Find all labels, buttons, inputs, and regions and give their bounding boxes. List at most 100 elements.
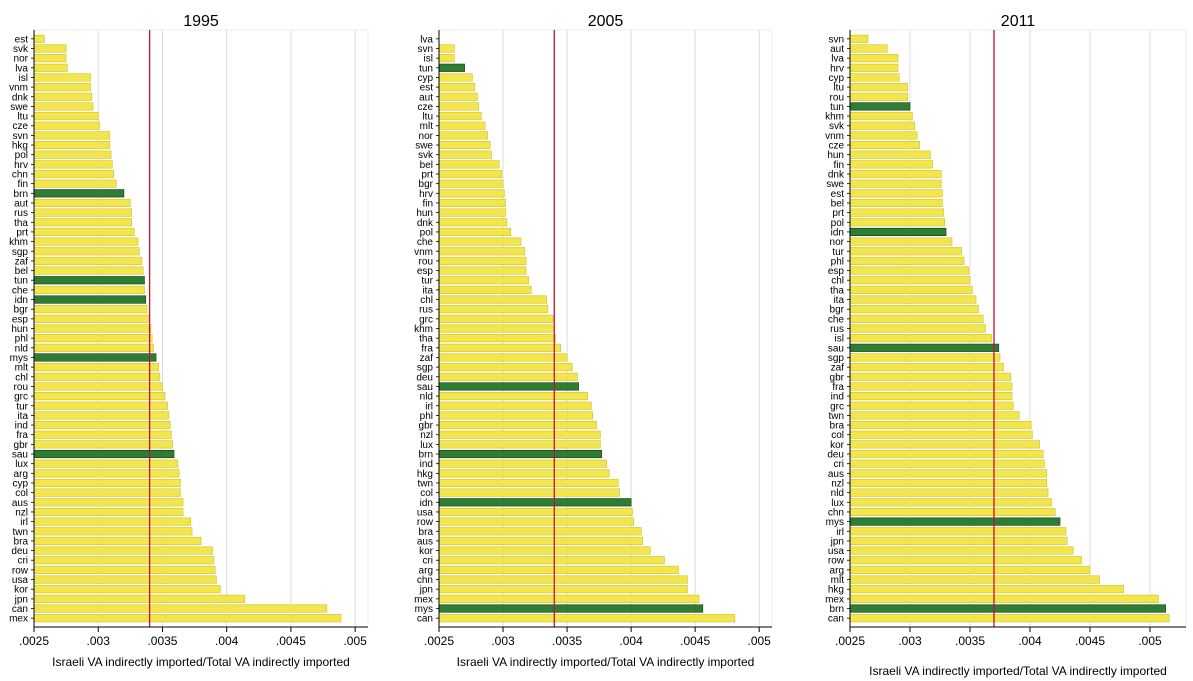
bar [438, 189, 505, 198]
category-label: mys [826, 517, 844, 528]
category-label: tun [830, 102, 844, 113]
x-tick-label: .0045 [276, 634, 306, 648]
category-label: esp [12, 314, 29, 325]
category-label: esp [417, 266, 434, 277]
bar [849, 189, 943, 198]
bar [849, 169, 942, 179]
category-label: lux [420, 440, 433, 451]
category-label: aut [14, 198, 28, 209]
category-label: fin [833, 160, 844, 171]
bar [33, 614, 342, 623]
bar [438, 411, 593, 420]
category-label: sau [12, 450, 28, 461]
category-label: row [12, 565, 29, 576]
category-label: deu [416, 372, 433, 383]
bar [438, 353, 568, 362]
category-label: col [15, 488, 28, 499]
bar [33, 160, 113, 169]
bar [849, 247, 962, 256]
x-tick-label: .0045 [1075, 634, 1105, 648]
bar [33, 565, 216, 574]
bar [849, 34, 869, 43]
category-label: nld [420, 392, 433, 403]
bar [849, 276, 971, 285]
bar [438, 150, 492, 159]
bar [438, 276, 529, 285]
category-label: tha [830, 285, 844, 296]
bar [33, 594, 245, 603]
bar [33, 34, 45, 43]
category-label: cze [417, 102, 433, 113]
category-label: phl [831, 256, 844, 267]
bar [438, 285, 532, 294]
category-label: zaf [831, 363, 845, 374]
category-label: hrv [419, 189, 433, 200]
bar [33, 314, 149, 323]
bar [438, 507, 633, 517]
category-label: grc [419, 314, 433, 325]
bar [849, 266, 970, 275]
bar [438, 440, 601, 449]
category-label: esp [828, 266, 845, 277]
bar [438, 363, 573, 372]
bar [438, 266, 527, 275]
category-label: lux [831, 498, 844, 509]
bar [849, 131, 918, 140]
category-label: arg [14, 469, 28, 480]
bar [33, 198, 131, 208]
chart-panel-1995: estsvknorlvaislvnmdnksweltuczesvnhkgpolh… [9, 13, 369, 669]
category-label: tun [419, 63, 433, 74]
category-label: cri [422, 556, 433, 567]
category-label: hkg [828, 585, 844, 596]
bar [33, 575, 217, 584]
bar [438, 102, 480, 111]
chart-title: 1995 [183, 13, 219, 30]
bar [33, 112, 99, 121]
highlighted-bar [33, 449, 175, 459]
bar [438, 44, 455, 53]
bar [438, 527, 642, 536]
bar [33, 401, 168, 410]
category-label: irl [20, 517, 28, 528]
bar [849, 256, 965, 265]
category-label: lva [15, 63, 28, 74]
bar [849, 121, 916, 130]
category-label: gbr [830, 372, 845, 383]
category-label: phl [420, 411, 433, 422]
category-label: lva [831, 54, 844, 65]
category-label: cyp [828, 73, 844, 84]
bar [438, 488, 620, 497]
category-label: brn [830, 604, 844, 615]
category-label: tun [14, 276, 28, 287]
category-label: bgr [419, 179, 434, 190]
category-label: che [12, 285, 29, 296]
bar [438, 169, 503, 179]
category-label: sgp [828, 353, 845, 364]
bar [849, 63, 899, 72]
category-label: gbr [14, 440, 29, 451]
bar [849, 305, 979, 314]
category-label: nor [830, 237, 845, 248]
category-label: zaf [15, 256, 29, 267]
bar [33, 343, 154, 352]
x-tick-label: .003 [87, 634, 111, 648]
bar [849, 420, 1032, 430]
category-label: hkg [12, 141, 28, 152]
category-label: ita [17, 411, 28, 422]
bar [33, 507, 184, 517]
x-tick-label: .0025 [835, 634, 865, 648]
bar [33, 363, 159, 372]
bar [849, 334, 992, 343]
category-label: tur [421, 276, 433, 287]
category-label: mys [415, 604, 433, 615]
bar [849, 353, 1001, 362]
category-label: khm [9, 237, 28, 248]
bar [33, 527, 193, 536]
category-label: isl [424, 54, 433, 65]
category-label: usa [12, 575, 29, 586]
category-label: prt [421, 170, 433, 181]
category-label: jpn [14, 594, 28, 605]
category-label: svn [12, 131, 28, 142]
bar [438, 54, 455, 63]
bar [438, 392, 588, 401]
